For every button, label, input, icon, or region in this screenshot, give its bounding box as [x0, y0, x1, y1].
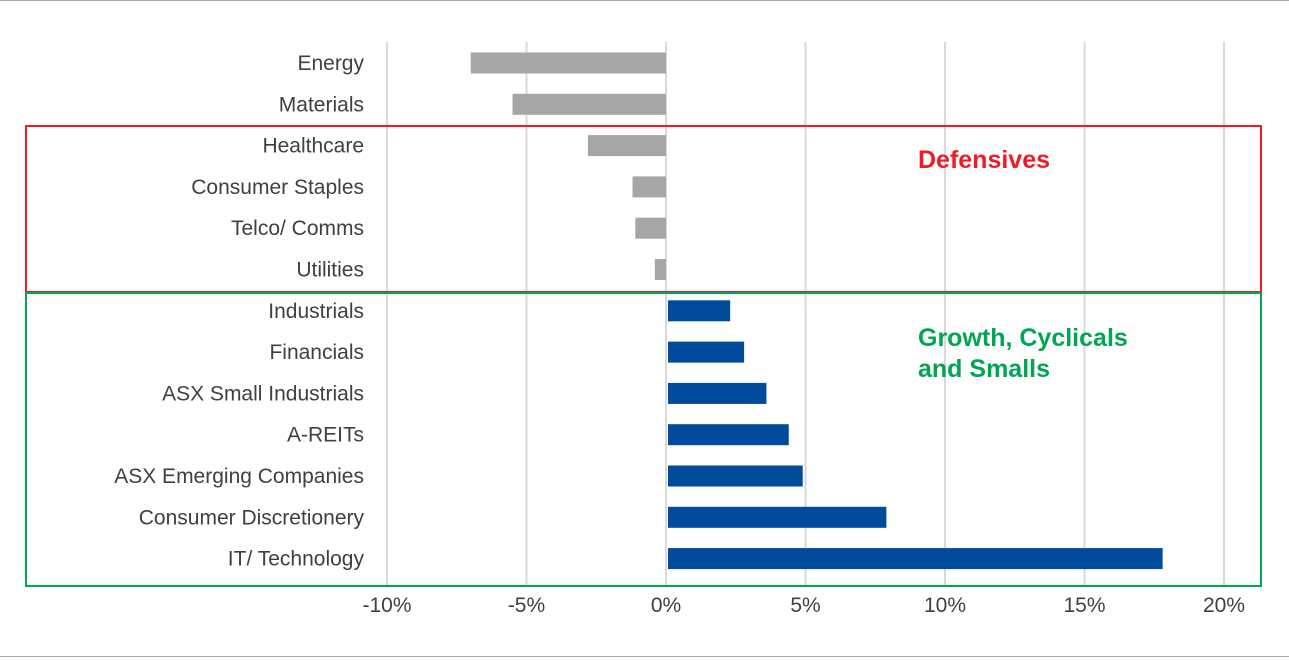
category-label: Financials — [269, 341, 364, 364]
gridlines — [386, 42, 1225, 587]
category-labels: Energy Materials Healthcare Consumer Staple… — [114, 52, 364, 571]
tick-label: 10% — [924, 594, 966, 617]
bar — [668, 300, 731, 322]
category-label: Utilities — [296, 259, 364, 282]
annotation-box — [25, 292, 1262, 587]
category-label: A-REITs — [287, 424, 364, 447]
category-label: ASX Emerging Companies — [114, 465, 364, 488]
category-label: Energy — [297, 52, 364, 75]
category-label: Industrials — [268, 300, 364, 323]
category-label: Consumer Staples — [191, 176, 364, 199]
tick-label: -5% — [508, 594, 545, 617]
tick-label: -10% — [362, 594, 411, 617]
group-annotations: Defensives Growth, Cyclicals and Smalls — [25, 125, 1262, 587]
bars — [470, 52, 1163, 570]
tick-label: 0% — [651, 594, 681, 617]
annotation-label: Growth, Cyclicals and Smalls — [918, 324, 1128, 383]
tick-label: 5% — [790, 594, 820, 617]
bar — [668, 424, 789, 446]
category-label: IT/ Technology — [228, 548, 365, 571]
category-label: Materials — [279, 93, 364, 116]
tick-label: 15% — [1063, 594, 1105, 617]
bar — [632, 176, 666, 198]
bar — [668, 382, 767, 404]
annotation-label: Defensives — [918, 146, 1050, 174]
category-label: ASX Small Industrials — [162, 382, 364, 405]
x-axis-tick-labels: -10% -5% 0% 5% 10% 15% 20% — [362, 594, 1245, 617]
bar — [668, 506, 887, 528]
category-label: Telco/ Comms — [231, 217, 364, 240]
category-label: Consumer Discretionery — [139, 506, 365, 529]
bar — [668, 465, 803, 487]
bar — [654, 259, 666, 280]
bar — [512, 93, 666, 115]
bar — [668, 548, 1163, 570]
bar — [587, 135, 666, 157]
bar — [668, 341, 745, 363]
tick-label: 20% — [1203, 594, 1245, 617]
bar — [470, 52, 666, 74]
bar — [635, 217, 666, 239]
category-label: Healthcare — [262, 135, 364, 158]
